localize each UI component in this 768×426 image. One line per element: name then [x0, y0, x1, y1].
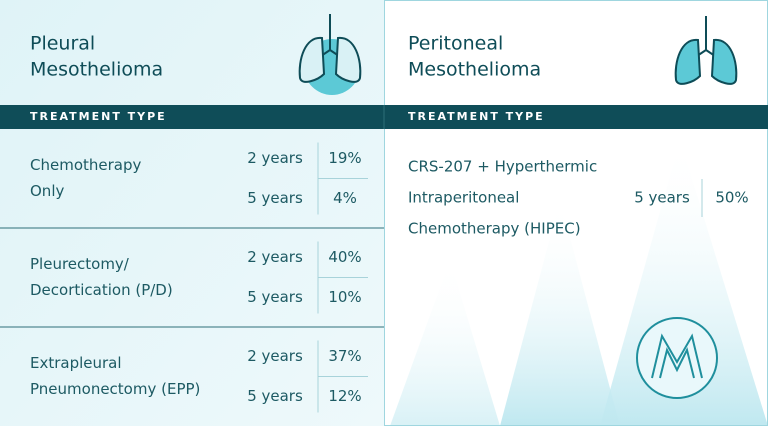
survival-rate: 19%: [328, 149, 361, 167]
treatment: Chemotherapy (HIPEC): [408, 220, 581, 238]
period: 2 years: [247, 347, 303, 365]
panel-title: Pleural: [30, 33, 95, 55]
panel-title: Mesothelioma: [30, 59, 163, 81]
survival-rate: 40%: [328, 248, 361, 266]
logo: [636, 317, 718, 399]
survival-rate: 10%: [328, 288, 361, 306]
treatment: CRS-207 + Hyperthermic: [408, 158, 597, 176]
lung-icon: [674, 16, 738, 85]
period: 2 years: [247, 248, 303, 266]
survival-rate: 4%: [333, 189, 357, 207]
treatment: Decortication (P/D): [30, 281, 173, 299]
survival-rate: 12%: [328, 387, 361, 405]
survival-rate: 50%: [715, 189, 748, 207]
period: 5 years: [247, 387, 303, 405]
header-label: TREATMENT TYPE: [408, 110, 545, 123]
header-label: TREATMENT TYPE: [30, 110, 167, 123]
treatment: Intraperitoneal: [408, 189, 519, 207]
decor: [500, 200, 620, 426]
period: 2 years: [247, 149, 303, 167]
panel-title: Mesothelioma: [408, 59, 541, 81]
treatment: Chemotherapy: [30, 156, 141, 174]
lung-icon: [298, 14, 362, 95]
decor: [390, 260, 500, 426]
period: 5 years: [634, 189, 690, 207]
treatment: Only: [30, 182, 64, 200]
treatment: Pleurectomy/: [30, 255, 130, 273]
treatment: Pneumonectomy (EPP): [30, 380, 200, 398]
panel-title: Peritoneal: [408, 33, 503, 55]
treatment: Extrapleural: [30, 354, 122, 372]
survival-rate: 37%: [328, 347, 361, 365]
period: 5 years: [247, 288, 303, 306]
period: 5 years: [247, 189, 303, 207]
